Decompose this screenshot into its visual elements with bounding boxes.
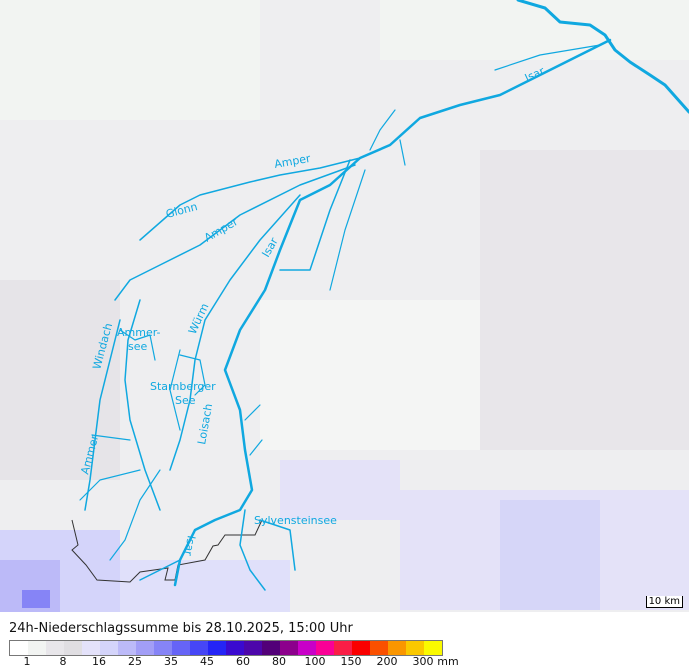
legend-swatch <box>388 641 406 655</box>
legend-tick-label: 80 <box>272 655 286 668</box>
legend-swatch <box>298 641 316 655</box>
legend-swatch <box>28 641 46 655</box>
legend-tick-label: 60 <box>236 655 250 668</box>
legend-swatch <box>208 641 226 655</box>
legend-swatch <box>82 641 100 655</box>
legend-tick-label: mm <box>437 655 459 668</box>
legend-swatch <box>244 641 262 655</box>
svg-text:Ammer-: Ammer- <box>117 326 161 339</box>
legend-swatch <box>172 641 190 655</box>
svg-text:Starnberger: Starnberger <box>150 380 216 393</box>
legend-tick-label: 16 <box>92 655 106 668</box>
svg-text:See: See <box>175 394 196 407</box>
svg-text:see: see <box>128 340 147 353</box>
legend-swatch <box>406 641 424 655</box>
border-line <box>71 519 263 583</box>
svg-text:Sylvensteinsee: Sylvensteinsee <box>254 514 337 527</box>
legend-swatch <box>262 641 280 655</box>
scale-bar: 10 km <box>645 596 683 608</box>
legend-swatch <box>190 641 208 655</box>
legend-tick-label: 45 <box>200 655 214 668</box>
legend-swatch <box>316 641 334 655</box>
legend-tick-label: 1 <box>23 655 31 668</box>
legend-tick-label: 300 <box>412 655 434 668</box>
legend-swatch <box>424 641 442 655</box>
legend-tick-label: 100 <box>304 655 326 668</box>
legend-swatch <box>100 641 118 655</box>
precipitation-map[interactable]: Isar Amper Glonn Amper Isar Würm Windach… <box>0 0 689 612</box>
legend-tick-label: 25 <box>128 655 142 668</box>
legend-swatch <box>118 641 136 655</box>
legend-swatch <box>64 641 82 655</box>
legend-swatch <box>10 641 28 655</box>
legend-swatch <box>280 641 298 655</box>
svg-text:Amper: Amper <box>273 152 312 171</box>
legend-swatch <box>370 641 388 655</box>
legend-swatch <box>226 641 244 655</box>
legend-swatch <box>334 641 352 655</box>
precipitation-field <box>0 460 689 612</box>
legend-tick-label: 200 <box>376 655 398 668</box>
legend-swatch <box>46 641 64 655</box>
rivers <box>79 0 689 591</box>
legend-swatch <box>352 641 370 655</box>
legend-tick-label: 8 <box>59 655 67 668</box>
legend-tick-label: 150 <box>340 655 362 668</box>
color-legend <box>9 640 443 656</box>
legend-swatch <box>136 641 154 655</box>
legend-tick-label: 35 <box>164 655 178 668</box>
legend-swatch <box>154 641 172 655</box>
map-title: 24h-Niederschlagssumme bis 28.10.2025, 1… <box>9 621 353 636</box>
svg-text:Isar: Isar <box>181 534 197 557</box>
